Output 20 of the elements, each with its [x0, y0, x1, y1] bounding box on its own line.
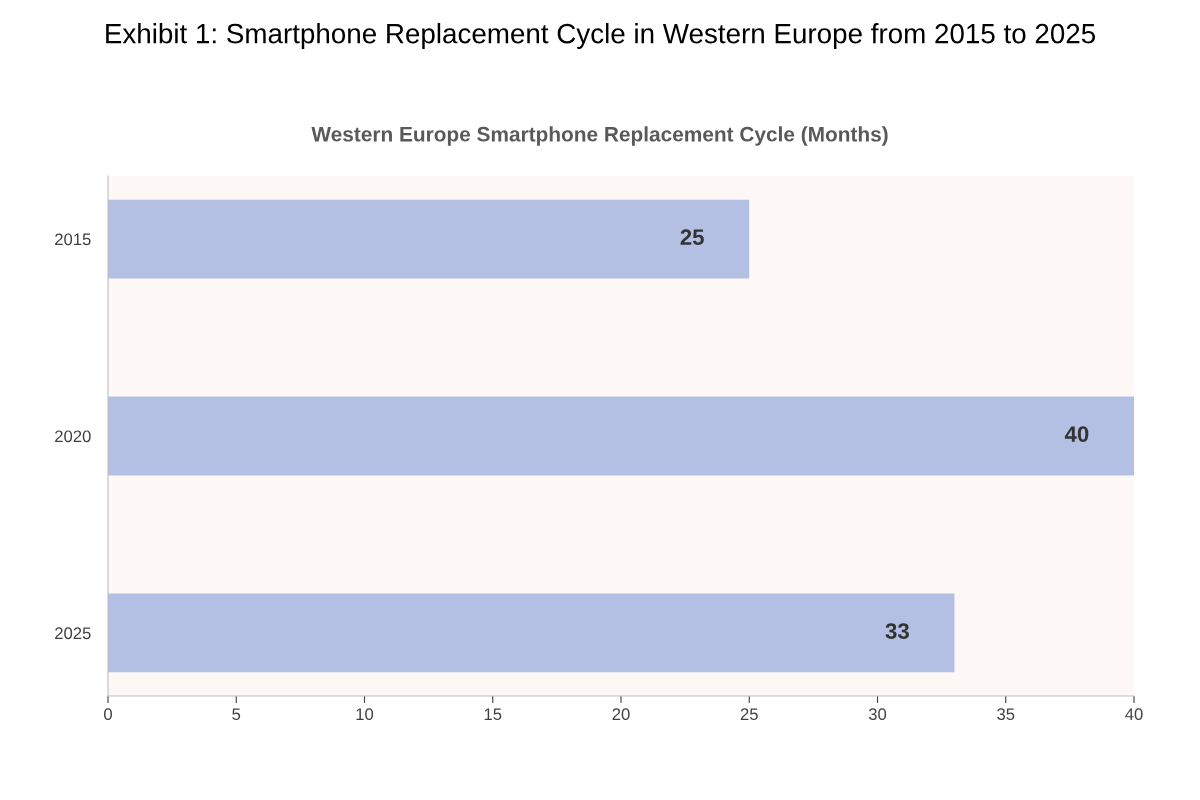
data-label: 40	[1064, 426, 1089, 442]
chart-title: Exhibit 1: Smartphone Replacement Cycle in Western Europe from 2015 to 2025	[106, 23, 1096, 49]
bar	[108, 199, 750, 279]
chart-subtitle: Western Europe Smartphone Replacement Cycle (Months)	[311, 126, 888, 146]
x-tick-label: 15	[484, 708, 502, 721]
x-tick-label: 10	[356, 708, 374, 721]
x-tick-label: 40	[1125, 708, 1143, 721]
x-tick-label: 30	[868, 708, 887, 721]
y-tick-label: 2025	[55, 627, 91, 640]
data-label: 33	[885, 623, 909, 639]
bar	[108, 396, 1134, 476]
y-tick-label: 2015	[55, 233, 91, 246]
y-tick-label: 2020	[55, 430, 91, 443]
data-label: 25	[680, 229, 704, 245]
bar	[108, 593, 955, 673]
x-tick-label: 0	[104, 708, 112, 721]
x-tick-label: 5	[232, 708, 241, 721]
x-tick-label: 20	[612, 708, 630, 721]
x-tick-label: 35	[997, 708, 1015, 721]
x-tick-label: 25	[740, 708, 758, 721]
